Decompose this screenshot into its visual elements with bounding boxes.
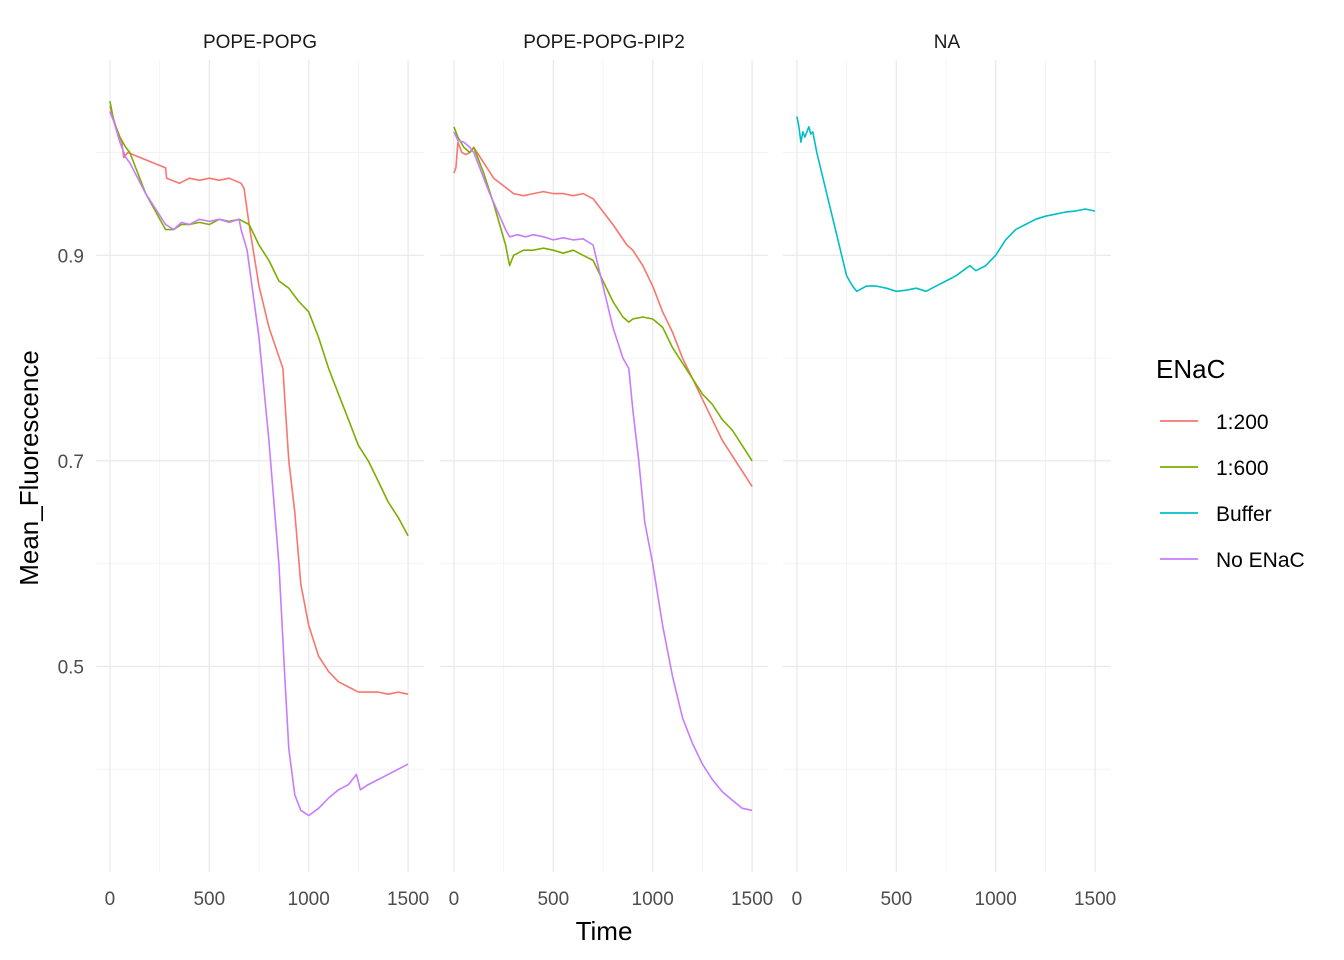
gridlines — [440, 60, 768, 872]
y-tick-label: 0.7 — [58, 452, 84, 473]
x-tick-label: 500 — [193, 889, 225, 910]
x-tick-label: 1500 — [731, 889, 773, 910]
legend-label: Buffer — [1216, 503, 1272, 526]
legend-items: 1:200 1:600 Buffer No ENaC — [1160, 411, 1305, 572]
x-tick-label: 1500 — [387, 889, 429, 910]
series-line-1-200 — [109, 106, 409, 695]
series-line-no-enac — [109, 111, 409, 817]
x-tick-label: 500 — [880, 889, 912, 910]
x-tick-label: 1000 — [288, 889, 330, 910]
legend-item: No ENaC — [1160, 549, 1305, 572]
facet-strip-label: NA — [934, 32, 961, 53]
x-tick-label: 0 — [792, 889, 803, 910]
gridlines — [96, 60, 424, 872]
x-tick-label: 500 — [537, 889, 569, 910]
y-tick-label: 0.9 — [58, 246, 84, 267]
legend: ENaC 1:200 1:600 Buffer No ENaC — [1156, 354, 1305, 572]
y-axis-title: Mean_Fluorescence — [14, 350, 44, 586]
legend-title: ENaC — [1156, 354, 1225, 384]
y-tick-labels: 0.5 0.7 0.9 — [58, 246, 84, 678]
facet-panel-0: POPE-POPG 0 500 1000 1500 — [96, 32, 429, 910]
legend-label: 1:600 — [1216, 457, 1269, 480]
legend-label: No ENaC — [1216, 549, 1305, 572]
x-tick-label: 1500 — [1074, 889, 1116, 910]
legend-item: 1:600 — [1160, 457, 1269, 480]
legend-item: 1:200 — [1160, 411, 1269, 434]
y-tick-label: 0.5 — [58, 657, 84, 678]
legend-label: 1:200 — [1216, 411, 1269, 434]
facet-strip-label: POPE-POPG-PIP2 — [523, 32, 685, 53]
x-tick-label: 1000 — [975, 889, 1017, 910]
facet-panel-2: NA 0 500 1000 1500 — [783, 32, 1116, 910]
facet-strip-label: POPE-POPG — [203, 32, 317, 53]
legend-item: Buffer — [1160, 503, 1272, 526]
series-line-buffer — [796, 116, 1096, 293]
gridlines — [783, 60, 1111, 872]
x-axis-title: Time — [576, 916, 633, 946]
x-tick-label: 1000 — [632, 889, 674, 910]
x-tick-label: 0 — [449, 889, 460, 910]
x-tick-label: 0 — [105, 889, 116, 910]
facet-panel-1: POPE-POPG-PIP2 0 500 1000 1500 — [440, 32, 773, 910]
panels: POPE-POPG 0 500 1000 1500 POPE-POPG-PIP2 0 500 1… — [58, 32, 1117, 910]
series-line-no-enac — [453, 131, 753, 812]
